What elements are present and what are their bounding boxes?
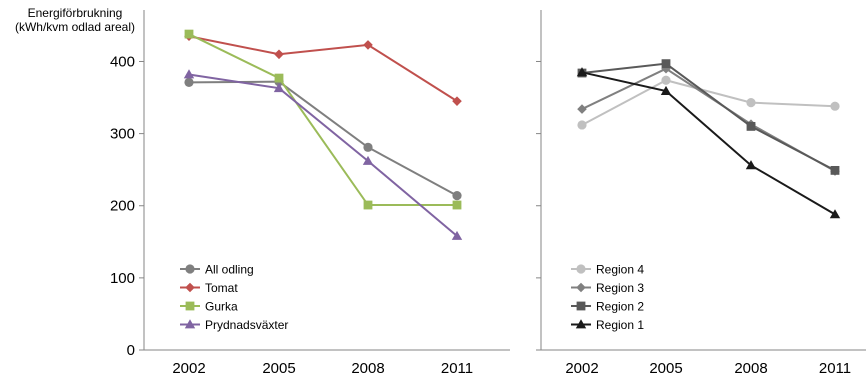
x-tick-label: 2005 (262, 360, 295, 377)
data-point-tomat (363, 40, 373, 50)
x-tick-label: 2002 (172, 360, 205, 377)
series-line-prydnadsvaxter (188, 73, 458, 237)
legend-label-gurka: Gurka (205, 300, 238, 314)
legend-marker-region-2 (576, 301, 586, 311)
data-point-gurka (452, 200, 462, 210)
data-point-gurka (274, 73, 284, 83)
data-point-region-3 (661, 63, 671, 74)
data-point-region-2 (746, 121, 756, 131)
legend-marker-prydnadsvaxter (184, 319, 196, 329)
y-tick-label: 100 (110, 270, 135, 287)
data-point-region-1 (745, 160, 757, 170)
legend-label-prydnadsvaxter: Prydnadsväxter (205, 318, 288, 332)
series-line-region-2 (581, 62, 836, 172)
data-point-gurka (363, 200, 373, 210)
y-tick-label: 200 (110, 198, 135, 215)
chart-panel-region: 2002 2005 2008 2011 Region 4 Region 3 Region 2… (536, 10, 866, 377)
legend-label-region-1: Region 1 (596, 318, 644, 332)
x-tick-label: 2011 (819, 360, 851, 377)
data-point-region-4 (577, 120, 587, 130)
legend-marker-all-odling (185, 264, 195, 274)
data-point-region-1 (660, 85, 672, 95)
legend-marker-region-4 (576, 264, 586, 274)
data-point-prydnadsvaxter (451, 230, 463, 240)
data-point-prydnadsvaxter (362, 155, 374, 165)
data-point-tomat (452, 96, 462, 106)
y-tick-label: 0 (127, 342, 135, 359)
data-point-region-4 (661, 75, 671, 85)
data-point-all-odling (184, 77, 194, 87)
y-axis-title: (kWh/kvm odlad areal) (15, 20, 135, 34)
data-point-region-2 (830, 165, 840, 175)
y-tick-label: 400 (110, 53, 135, 70)
x-tick-label: 2008 (734, 360, 767, 377)
legend-label-region-4: Region 4 (596, 263, 644, 277)
data-point-all-odling (452, 191, 462, 201)
legend-label-tomat: Tomat (205, 281, 238, 295)
x-tick-label: 2008 (351, 360, 384, 377)
series-line-all-odling (188, 80, 458, 197)
data-point-prydnadsvaxter (273, 82, 285, 93)
data-point-region-1 (576, 67, 588, 77)
data-point-region-3 (577, 104, 587, 114)
x-tick-label: 2002 (565, 360, 598, 377)
legend-label-region-2: Region 2 (596, 300, 644, 314)
series-line-region-1 (581, 71, 836, 216)
y-axis-title: Energiförbrukning (28, 6, 123, 20)
legend-marker-region-1 (575, 319, 587, 329)
data-point-region-1 (829, 209, 841, 219)
legend-marker-tomat (185, 282, 195, 293)
legend-marker-gurka (185, 301, 195, 311)
data-point-region-4 (830, 101, 840, 111)
data-point-region-2 (661, 59, 671, 69)
series-line-gurka (188, 33, 457, 207)
x-tick-label: 2005 (649, 360, 682, 377)
legend-marker-region-3 (576, 282, 586, 293)
legend-label-region-3: Region 3 (596, 281, 644, 295)
series-line-region-4 (581, 79, 836, 126)
series-line-tomat (188, 35, 458, 102)
chart-panel-crop-type: 0 100 200 300 400 Energiförbrukning(kWh/kvm o… (15, 6, 510, 377)
series-line-region-3 (581, 67, 836, 172)
y-tick-label: 300 (110, 126, 135, 143)
data-point-tomat (274, 49, 284, 60)
data-point-all-odling (363, 142, 373, 152)
x-tick-label: 2011 (441, 360, 473, 377)
legend-label-all-odling: All odling (205, 263, 254, 277)
data-point-prydnadsvaxter (183, 69, 195, 79)
data-point-gurka (184, 29, 194, 39)
data-point-region-4 (746, 97, 756, 108)
